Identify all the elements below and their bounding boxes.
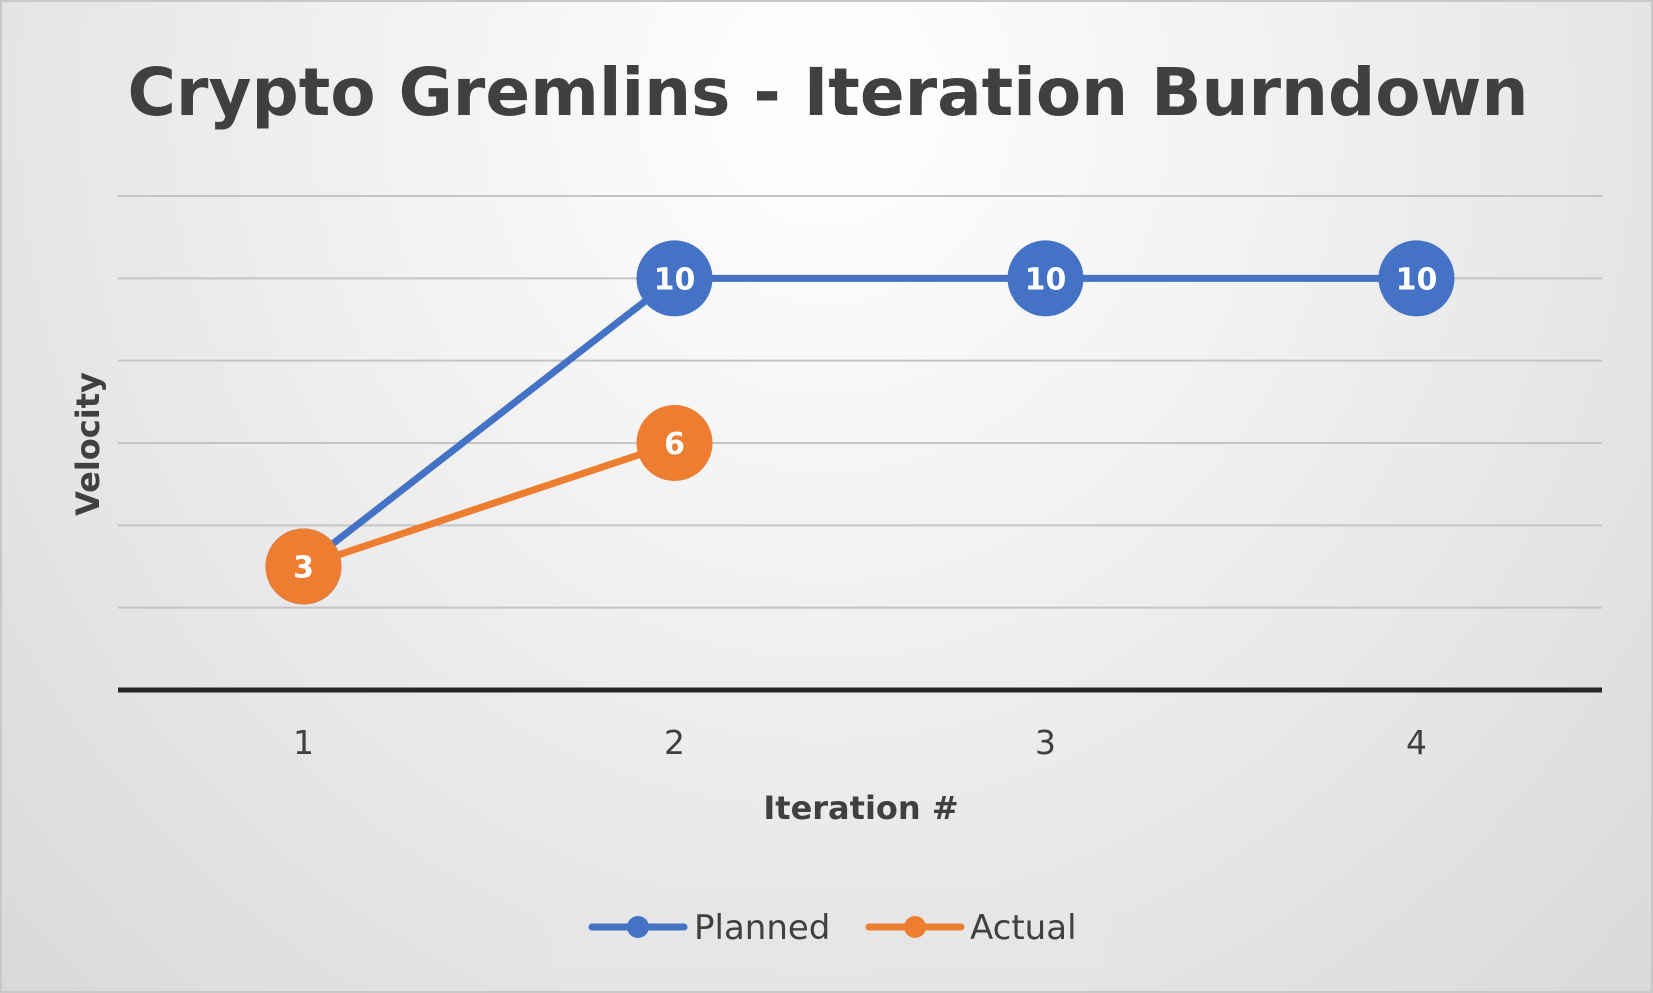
- data-point-actual: [636, 405, 713, 481]
- data-label-actual: 3: [293, 551, 314, 586]
- legend-marker-actual: [904, 916, 926, 938]
- series-lines: [300, 274, 1420, 570]
- x-axis-title: Iteration #: [763, 789, 958, 827]
- series-line-planned: [300, 274, 1420, 570]
- data-point-actual: [265, 528, 342, 605]
- x-tick-label: 1: [293, 723, 314, 762]
- gridlines: [118, 195, 1602, 609]
- x-tick-label: 4: [1406, 723, 1427, 762]
- x-tick-label: 3: [1035, 723, 1056, 762]
- legend-marker-planned: [627, 916, 649, 938]
- legend-label-planned: Planned: [694, 908, 830, 948]
- data-label-planned: 10: [654, 262, 696, 297]
- series-markers: 310101036: [265, 240, 1455, 605]
- data-label-actual: 6: [664, 427, 685, 462]
- series-line-actual: [300, 439, 678, 570]
- data-point-planned: [636, 240, 713, 317]
- chart-title: Crypto Gremlins - Iteration Burndown: [127, 54, 1528, 131]
- data-point-planned: [1007, 240, 1084, 317]
- data-label-planned: 10: [1025, 262, 1067, 297]
- x-axis: 1 2 3 4: [118, 687, 1602, 762]
- data-point-planned: [1378, 240, 1455, 317]
- legend: Planned Actual: [550, 889, 1106, 967]
- x-tick-label: 2: [664, 723, 685, 762]
- y-axis-title: Velocity: [69, 372, 107, 516]
- legend-label-actual: Actual: [970, 908, 1077, 948]
- data-label-planned: 10: [1396, 262, 1438, 297]
